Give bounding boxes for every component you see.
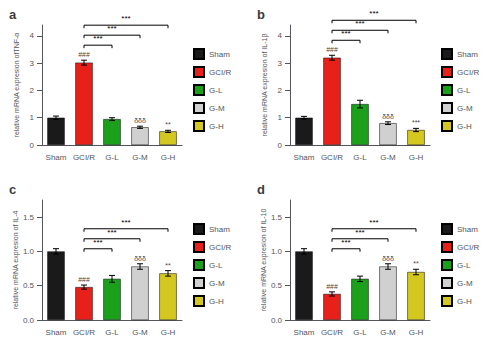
svg-text:3: 3 <box>278 59 283 68</box>
svg-text:0.0: 0.0 <box>271 316 283 325</box>
svg-text:b: b <box>257 7 265 22</box>
svg-text:Sham: Sham <box>294 153 315 162</box>
svg-text:GCI/R: GCI/R <box>209 243 231 252</box>
svg-text:2: 2 <box>30 86 35 95</box>
svg-text:G-L: G-L <box>105 328 119 337</box>
svg-text:GCI/R: GCI/R <box>73 153 95 162</box>
svg-text:Sham: Sham <box>294 328 315 337</box>
svg-text:Sham: Sham <box>209 50 230 59</box>
svg-text:δδδ: δδδ <box>382 255 394 262</box>
svg-text:###: ### <box>326 46 338 53</box>
svg-text:0.0: 0.0 <box>23 316 35 325</box>
svg-text:G-L: G-L <box>353 153 367 162</box>
svg-text:G-L: G-L <box>209 261 223 270</box>
svg-text:4: 4 <box>30 31 35 40</box>
svg-text:1: 1 <box>278 113 283 122</box>
svg-text:GCI/R: GCI/R <box>457 243 479 252</box>
svg-text:**: ** <box>165 262 171 269</box>
svg-text:relative mRNA expresion ofTNF-: relative mRNA expresion ofTNF-α <box>13 33 21 138</box>
svg-text:G-M: G-M <box>457 104 473 113</box>
svg-text:0: 0 <box>30 141 35 150</box>
svg-text:a: a <box>9 7 17 22</box>
svg-text:G-H: G-H <box>457 122 472 131</box>
svg-text:***: *** <box>121 14 130 23</box>
svg-text:Sham: Sham <box>46 328 67 337</box>
svg-text:relative mRNA expresion of IL-: relative mRNA expresion of IL-10 <box>260 209 268 312</box>
svg-text:GCI/R: GCI/R <box>321 153 343 162</box>
svg-text:***: *** <box>341 29 350 38</box>
svg-text:G-L: G-L <box>209 86 223 95</box>
svg-text:0: 0 <box>278 141 283 150</box>
svg-text:G-H: G-H <box>457 297 472 306</box>
svg-text:δδδ: δδδ <box>382 113 394 120</box>
svg-text:GCI/R: GCI/R <box>457 68 479 77</box>
svg-text:GCI/R: GCI/R <box>209 68 231 77</box>
svg-text:***: *** <box>369 218 378 227</box>
svg-text:***: *** <box>121 218 130 227</box>
svg-text:4: 4 <box>278 31 283 40</box>
svg-text:###: ### <box>326 283 338 290</box>
svg-text:G-L: G-L <box>353 328 367 337</box>
svg-text:G-L: G-L <box>457 86 471 95</box>
svg-text:G-H: G-H <box>409 328 424 337</box>
svg-text:***: *** <box>369 9 378 18</box>
svg-text:2: 2 <box>278 86 283 95</box>
svg-text:GCI/R: GCI/R <box>321 328 343 337</box>
svg-text:***: *** <box>341 238 350 247</box>
svg-text:***: *** <box>355 228 364 237</box>
svg-text:G-H: G-H <box>409 153 424 162</box>
svg-text:GCI/R: GCI/R <box>73 328 95 337</box>
svg-text:***: *** <box>355 19 364 28</box>
svg-text:1.0: 1.0 <box>271 247 283 256</box>
svg-text:Sham: Sham <box>457 50 478 59</box>
svg-text:***: *** <box>93 34 102 43</box>
svg-text:δδδ: δδδ <box>134 117 146 124</box>
svg-text:***: *** <box>93 238 102 247</box>
svg-text:1.5: 1.5 <box>271 213 283 222</box>
svg-text:Sham: Sham <box>46 153 67 162</box>
svg-text:c: c <box>9 182 16 197</box>
svg-text:3: 3 <box>30 59 35 68</box>
svg-text:***: *** <box>107 24 116 33</box>
svg-text:G-M: G-M <box>380 153 396 162</box>
svg-text:G-L: G-L <box>105 153 119 162</box>
svg-text:G-M: G-M <box>380 328 396 337</box>
svg-text:G-M: G-M <box>209 104 225 113</box>
svg-text:G-M: G-M <box>132 328 148 337</box>
svg-text:G-H: G-H <box>209 297 224 306</box>
svg-text:###: ### <box>78 51 90 58</box>
svg-text:Sham: Sham <box>457 225 478 234</box>
svg-text:relative mRNA expresion of IL-: relative mRNA expresion of IL-4 <box>12 210 20 309</box>
svg-text:G-M: G-M <box>209 279 225 288</box>
svg-text:**: ** <box>165 121 171 128</box>
svg-text:G-H: G-H <box>209 122 224 131</box>
svg-text:G-M: G-M <box>457 279 473 288</box>
svg-text:1.0: 1.0 <box>23 247 35 256</box>
svg-text:0.5: 0.5 <box>271 281 283 290</box>
svg-text:relative mRNA expresion of IL-: relative mRNA expresion of IL-1β <box>261 34 269 137</box>
svg-text:***: *** <box>412 119 420 126</box>
svg-text:1.5: 1.5 <box>23 213 35 222</box>
svg-text:G-M: G-M <box>132 153 148 162</box>
svg-text:0.5: 0.5 <box>23 281 35 290</box>
svg-text:G-L: G-L <box>457 261 471 270</box>
svg-text:d: d <box>257 182 265 197</box>
svg-text:G-H: G-H <box>161 153 176 162</box>
svg-text:1: 1 <box>30 113 35 122</box>
svg-text:Sham: Sham <box>209 225 230 234</box>
svg-text:G-H: G-H <box>161 328 176 337</box>
svg-text:***: *** <box>107 228 116 237</box>
svg-text:###: ### <box>78 276 90 283</box>
svg-text:δδδ: δδδ <box>134 255 146 262</box>
svg-text:**: ** <box>413 260 419 267</box>
